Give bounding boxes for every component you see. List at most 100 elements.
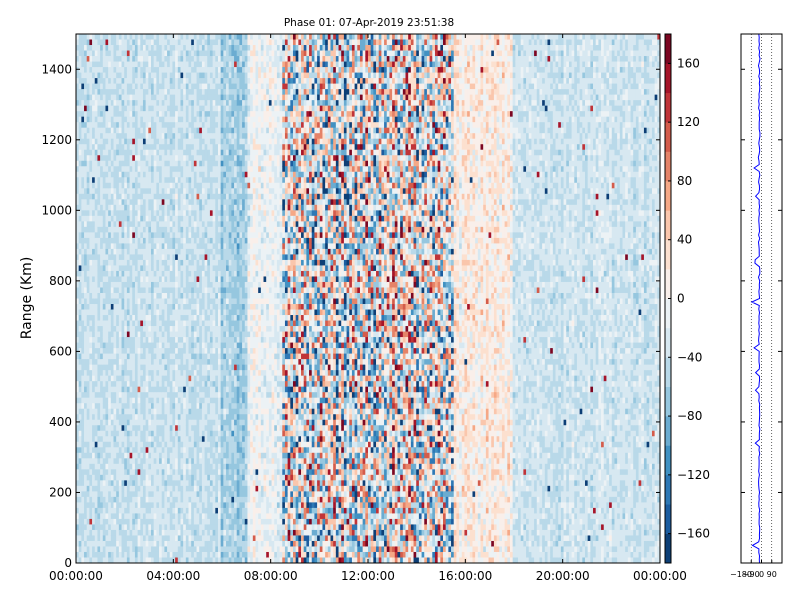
heatmap-cell xyxy=(140,34,144,40)
heatmap-cell xyxy=(172,199,176,206)
heatmap-cell xyxy=(100,414,104,421)
heatmap-cell xyxy=(126,513,130,520)
heatmap-cell xyxy=(110,72,114,79)
heatmap-cell xyxy=(183,177,187,184)
heatmap-cell xyxy=(191,265,195,272)
heatmap-cell xyxy=(212,133,216,140)
heatmap-cell xyxy=(145,177,149,184)
heatmap-cell xyxy=(175,89,179,96)
heatmap-cell xyxy=(124,133,128,140)
heatmap-cell xyxy=(159,353,163,360)
heatmap-cell xyxy=(110,177,114,184)
heatmap-cell xyxy=(156,281,160,288)
heatmap-cell xyxy=(86,441,90,448)
heatmap-cell xyxy=(188,557,192,564)
heatmap-cell xyxy=(94,254,98,261)
heatmap-cell xyxy=(116,281,120,288)
heatmap-cell xyxy=(105,408,109,415)
heatmap-cell xyxy=(121,270,125,277)
heatmap-cell xyxy=(212,287,216,294)
heatmap-cell xyxy=(134,72,139,79)
heatmap-cell xyxy=(126,458,130,465)
heatmap-cell xyxy=(153,551,157,558)
heatmap-cell xyxy=(201,61,205,68)
heatmap-cell xyxy=(142,72,147,79)
heatmap-cell xyxy=(89,364,93,371)
heatmap-cell xyxy=(126,485,130,492)
heatmap-cell xyxy=(78,232,82,239)
heatmap-cell xyxy=(78,414,82,421)
heatmap-cell xyxy=(175,342,179,349)
heatmap-cell xyxy=(185,551,189,558)
heatmap-cell xyxy=(145,298,149,305)
heatmap-cell xyxy=(86,458,90,465)
heatmap-cell xyxy=(126,529,130,536)
heatmap-cell xyxy=(153,243,157,250)
heatmap-cell xyxy=(177,304,181,310)
heatmap-cell xyxy=(142,210,147,217)
heatmap-cell xyxy=(118,39,122,46)
heatmap-cell xyxy=(188,210,192,217)
heatmap-cell xyxy=(151,441,155,448)
heatmap-cell xyxy=(151,540,155,547)
heatmap-cell xyxy=(196,364,200,371)
heatmap-cell xyxy=(164,182,168,189)
heatmap-cell xyxy=(204,337,208,343)
heatmap-cell xyxy=(175,513,179,520)
heatmap-cell xyxy=(209,226,214,233)
heatmap-cell xyxy=(188,309,192,316)
heatmap-cell xyxy=(204,436,208,443)
heatmap-cell xyxy=(204,469,208,476)
heatmap-cell xyxy=(196,337,200,343)
heatmap-cell xyxy=(126,447,130,454)
heatmap-cell xyxy=(161,50,165,57)
heatmap-cell xyxy=(126,342,130,349)
heatmap-cell xyxy=(78,67,82,73)
heatmap-cell xyxy=(196,353,200,360)
heatmap-cell xyxy=(108,226,112,233)
heatmap-cell xyxy=(151,524,155,531)
heatmap-cell xyxy=(102,342,106,349)
heatmap-cell xyxy=(167,375,171,382)
heatmap-cell xyxy=(161,496,165,503)
heatmap-cell xyxy=(196,122,200,129)
heatmap-cell xyxy=(175,430,179,437)
heatmap-cell xyxy=(180,182,184,189)
heatmap-cell xyxy=(84,254,88,261)
heatmap-cell xyxy=(180,414,184,421)
heatmap-cell xyxy=(116,364,120,371)
heatmap-cell xyxy=(105,265,109,272)
heatmap-cell xyxy=(84,551,88,558)
heatmap-cell xyxy=(212,248,216,255)
heatmap-cell xyxy=(191,144,195,151)
heatmap-cell xyxy=(132,155,136,162)
heatmap-cell xyxy=(137,177,141,184)
heatmap-cell xyxy=(209,248,214,255)
heatmap-cell xyxy=(161,34,165,40)
heatmap-cell xyxy=(142,529,147,536)
heatmap-cell xyxy=(129,452,133,459)
heatmap-cell xyxy=(177,535,181,542)
heatmap-cell xyxy=(78,441,82,448)
heatmap-cell xyxy=(204,226,208,233)
heatmap-cell xyxy=(161,546,165,553)
heatmap-cell xyxy=(105,397,109,404)
heatmap-cell xyxy=(207,56,211,62)
heatmap-cell xyxy=(161,403,165,410)
heatmap-cell xyxy=(105,94,109,101)
heatmap-cell xyxy=(183,72,187,79)
heatmap-cell xyxy=(185,331,189,338)
heatmap-cell xyxy=(121,348,125,354)
heatmap-cell xyxy=(196,546,200,553)
heatmap-cell xyxy=(126,39,130,46)
heatmap-cell xyxy=(108,199,112,206)
heatmap-cell xyxy=(191,122,195,129)
heatmap-cell xyxy=(140,309,144,316)
heatmap-cell xyxy=(196,320,200,327)
heatmap-cell xyxy=(118,452,122,459)
heatmap-cell xyxy=(129,320,133,327)
heatmap-cell xyxy=(148,551,152,558)
heatmap-cell xyxy=(161,188,165,195)
heatmap-cell xyxy=(140,463,144,470)
heatmap-cell xyxy=(142,138,147,145)
